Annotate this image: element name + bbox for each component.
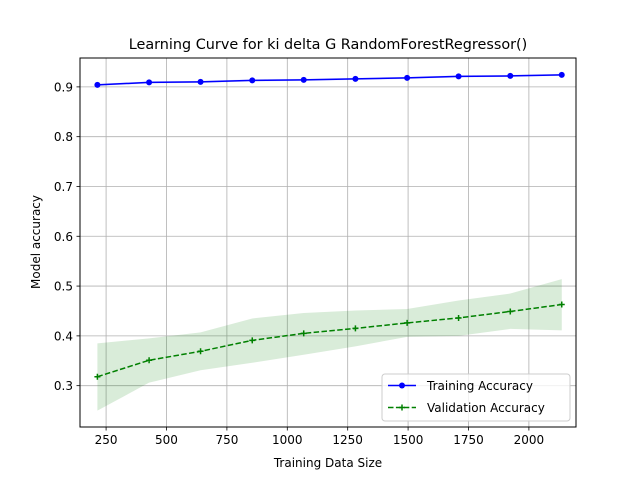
chart-title: Learning Curve for ki delta G RandomFore…	[129, 37, 528, 53]
y-axis-title: Model accuracy	[29, 195, 43, 289]
x-tick-label: 1000	[272, 433, 303, 447]
training-accuracy-point	[249, 77, 256, 84]
training-accuracy-point	[404, 74, 411, 81]
y-tick-label: 0.7	[54, 180, 73, 194]
y-tick-label: 0.4	[54, 329, 73, 343]
validation-accuracy-point	[146, 357, 153, 364]
validation-accuracy-band	[97, 279, 562, 411]
y-tick-label: 0.5	[54, 280, 73, 294]
series-lines	[97, 74, 562, 378]
training-accuracy-point	[507, 72, 514, 79]
x-tick-label: 2000	[514, 433, 545, 447]
legend-label-validation: Validation Accuracy	[427, 401, 545, 415]
legend-label-training: Training Accuracy	[426, 379, 533, 393]
y-tick-label: 0.6	[54, 230, 73, 244]
training-accuracy-point	[455, 73, 462, 80]
grid-layer	[80, 58, 576, 427]
training-accuracy-point	[94, 81, 101, 88]
legend-box	[381, 373, 571, 422]
validation-accuracy-point	[249, 337, 256, 344]
x-tick-label: 750	[215, 433, 238, 447]
plot-frame	[79, 57, 577, 428]
y-tick-label: 0.3	[54, 379, 73, 393]
x-tick-label: 1750	[453, 433, 484, 447]
validation-accuracy-point	[404, 319, 411, 326]
validation-accuracy-point	[455, 314, 462, 321]
training-accuracy-point	[197, 78, 204, 85]
x-tick-label: 250	[95, 433, 118, 447]
training-accuracy-point	[300, 76, 307, 83]
y-tick-label: 0.8	[54, 130, 73, 144]
y-tick-label: 0.9	[54, 80, 73, 94]
validation-accuracy-point	[300, 330, 307, 337]
series-markers	[94, 71, 565, 380]
legend: Training Accuracy Validation Accuracy	[381, 373, 571, 422]
x-tick-label: 1250	[332, 433, 363, 447]
validation-accuracy-point	[94, 373, 101, 380]
training-accuracy-point	[146, 79, 153, 86]
legend-swatch-training-marker	[399, 382, 405, 389]
validation-accuracy-line	[97, 303, 562, 378]
validation-accuracy-point	[352, 325, 359, 332]
x-axis-ticks: 250 500 750 1000 1250 1500 1750 2000	[95, 427, 545, 447]
training-accuracy-line	[97, 74, 562, 86]
x-tick-label: 1500	[393, 433, 424, 447]
x-tick-label: 500	[155, 433, 178, 447]
legend-swatch-validation-marker	[399, 404, 405, 411]
plot-area	[80, 58, 576, 427]
training-accuracy-point	[352, 75, 359, 82]
x-axis-title: Training Data Size	[273, 456, 382, 470]
validation-accuracy-point	[197, 348, 204, 355]
training-accuracy-point	[558, 71, 565, 78]
y-axis-ticks: 0.3 0.4 0.5 0.6 0.7 0.8 0.9	[54, 80, 80, 393]
validation-accuracy-point	[507, 308, 514, 315]
validation-accuracy-point	[558, 301, 565, 308]
